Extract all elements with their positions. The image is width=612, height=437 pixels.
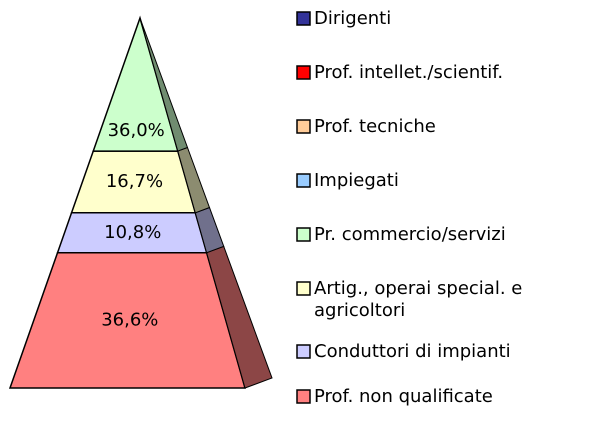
legend-label: Conduttori di impianti <box>314 341 511 362</box>
legend-label: Pr. commercio/servizi <box>314 224 506 245</box>
legend-swatch <box>296 119 311 134</box>
legend-swatch <box>296 173 311 188</box>
legend-swatch <box>296 11 311 26</box>
legend-label: Prof. non qualificate <box>314 386 493 407</box>
value-label: 36,6% <box>101 309 158 330</box>
legend-swatch <box>296 344 311 359</box>
legend-swatch <box>296 65 311 80</box>
legend-label: Prof. intellet./scientif. <box>314 62 503 83</box>
legend-swatch <box>296 389 311 404</box>
legend-swatch <box>296 227 311 242</box>
legend-label: Prof. tecniche <box>314 116 436 137</box>
pyramid-side <box>139 17 189 152</box>
legend-label: Impiegati <box>314 170 399 191</box>
value-label: 16,7% <box>106 171 163 192</box>
legend-label: Artig., operai special. e agricoltori <box>314 278 528 321</box>
value-label: 10,8% <box>104 222 161 243</box>
legend-swatch <box>296 281 311 296</box>
value-label: 36,0% <box>108 120 165 141</box>
legend-label: Dirigenti <box>314 8 391 29</box>
